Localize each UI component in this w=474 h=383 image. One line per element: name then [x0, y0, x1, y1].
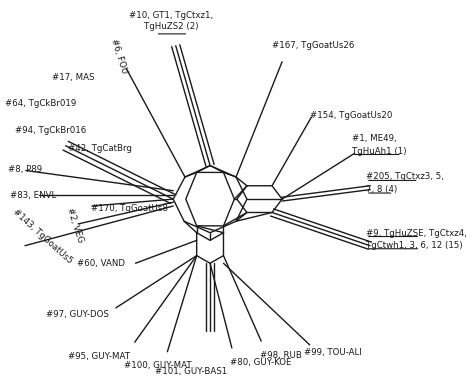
Text: #101, GUY-BAS1: #101, GUY-BAS1 — [155, 367, 228, 376]
Text: #170, TgGoatUs8: #170, TgGoatUs8 — [91, 204, 168, 213]
Text: TgHuZS2 (2): TgHuZS2 (2) — [144, 22, 199, 31]
Text: #10, GT1, TgCtxz1,: #10, GT1, TgCtxz1, — [129, 11, 214, 20]
Text: TgHuAh1 (1): TgHuAh1 (1) — [352, 147, 406, 156]
Text: #99, TOU-ALI: #99, TOU-ALI — [304, 348, 362, 357]
Text: #97, GUY-DOS: #97, GUY-DOS — [46, 310, 109, 319]
Text: #17, MAS: #17, MAS — [52, 72, 94, 82]
Text: #167, TgGoatUs26: #167, TgGoatUs26 — [272, 41, 355, 49]
Text: #9, TgHuZSE, TgCtxz4,: #9, TgHuZSE, TgCtxz4, — [366, 229, 467, 238]
Text: #64, TgCkBr019: #64, TgCkBr019 — [5, 99, 76, 108]
Text: #95, GUY-MAT: #95, GUY-MAT — [68, 352, 130, 361]
Text: #80, GUY-KOE: #80, GUY-KOE — [230, 357, 292, 367]
Text: #94, TgCkBr016: #94, TgCkBr016 — [15, 126, 87, 135]
Text: #154, TgGoatUs20: #154, TgGoatUs20 — [310, 111, 392, 119]
Text: 7, 8 (4): 7, 8 (4) — [366, 185, 397, 194]
Text: #83, ENVL: #83, ENVL — [10, 191, 56, 200]
Text: #143, TgGoatUs5: #143, TgGoatUs5 — [11, 208, 74, 265]
Text: #100, GUY-MAT: #100, GUY-MAT — [124, 361, 191, 370]
Text: #2, VEG: #2, VEG — [65, 206, 85, 244]
Text: #42, TgCatBrg: #42, TgCatBrg — [68, 144, 132, 153]
Text: #8, P89: #8, P89 — [8, 165, 42, 174]
Text: #60, VAND: #60, VAND — [77, 259, 126, 268]
Text: #98, RUB: #98, RUB — [260, 351, 302, 360]
Text: TgCtwh1, 3, 6, 12 (15): TgCtwh1, 3, 6, 12 (15) — [366, 241, 463, 250]
Text: #6, FOU: #6, FOU — [109, 38, 128, 75]
Text: #1, ME49,: #1, ME49, — [352, 134, 396, 143]
Text: #205, TgCtxz3, 5,: #205, TgCtxz3, 5, — [366, 172, 444, 182]
